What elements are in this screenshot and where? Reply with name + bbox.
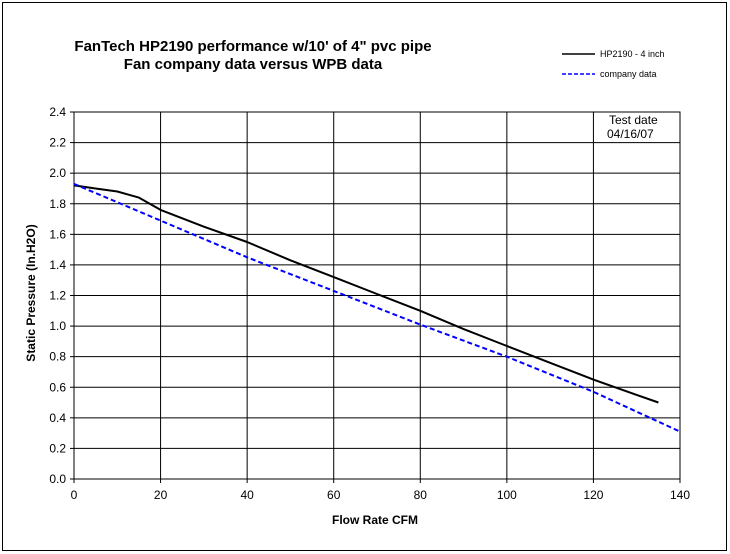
- series-layer: [73, 182, 681, 433]
- chart-title-line2: Fan company data versus WPB data: [124, 56, 383, 73]
- y-tick-label: 1.4: [49, 258, 66, 272]
- test-date-annotation: Test date 04/16/07: [607, 113, 658, 141]
- y-tick-label: 0.6: [49, 380, 66, 394]
- y-tick-label: 1.6: [49, 227, 66, 241]
- x-tick-label: 40: [240, 488, 254, 502]
- chart-title-line1: FanTech HP2190 performance w/10' of 4" p…: [74, 38, 431, 55]
- y-tick-label: 2.2: [49, 136, 66, 150]
- y-tick-label: 0.8: [49, 350, 66, 364]
- legend: HP2190 - 4 inch company data: [562, 49, 665, 79]
- y-tick-label: 2.0: [49, 166, 66, 180]
- x-tick-label: 100: [497, 488, 517, 502]
- x-tick-label: 140: [670, 488, 690, 502]
- x-tick-label: 0: [71, 488, 78, 502]
- annotation-line2: 04/16/07: [607, 127, 654, 141]
- series-line-2: [73, 182, 681, 433]
- x-tick-label: 20: [154, 488, 168, 502]
- x-tick-label: 80: [414, 488, 428, 502]
- legend-label-series-1: HP2190 - 4 inch: [600, 49, 665, 59]
- x-axis-title: Flow Rate CFM: [332, 513, 418, 527]
- y-tick-label: 0.4: [49, 411, 66, 425]
- annotation-line1: Test date: [609, 113, 658, 127]
- y-tick-label: 0.2: [49, 441, 66, 455]
- y-axis-ticks: 0.0 0.2 0.4 0.6 0.8 1.0 1.2 1.4 1.6 1.8 2.0 2.2 2.4: [49, 105, 74, 486]
- y-tick-label: 1.0: [49, 319, 66, 333]
- x-tick-label: 60: [327, 488, 341, 502]
- chart-title: FanTech HP2190 performance w/10' of 4" p…: [74, 38, 431, 73]
- y-tick-label: 2.4: [49, 105, 66, 119]
- y-tick-label: 1.2: [49, 289, 66, 303]
- x-axis-ticks: 0 20 40 60 80 100 120 140: [71, 479, 690, 502]
- y-tick-label: 0.0: [49, 472, 66, 486]
- series-line-1: [73, 184, 659, 404]
- x-tick-label: 120: [583, 488, 603, 502]
- plot-grid: [74, 112, 680, 479]
- legend-label-series-2: company data: [600, 69, 657, 79]
- y-tick-label: 1.8: [49, 197, 66, 211]
- y-axis-title: Static Pressure (In.H2O): [24, 224, 38, 361]
